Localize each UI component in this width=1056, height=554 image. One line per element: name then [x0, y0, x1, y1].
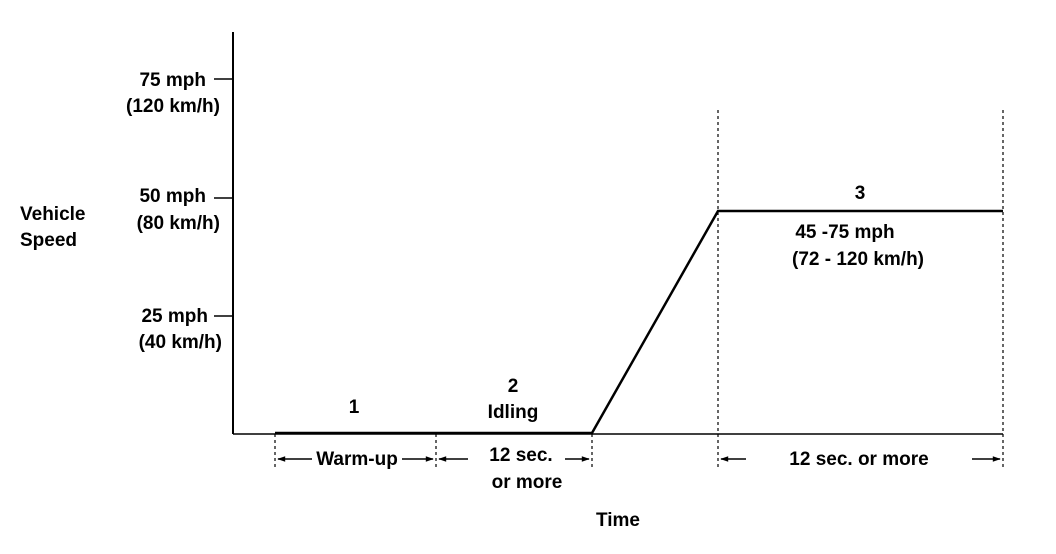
phase-3-range-mph: 45 -75 mph: [795, 222, 894, 243]
y-tick-label-75-mph: 75 mph: [139, 70, 206, 91]
x-axis-label: Time: [596, 510, 640, 531]
speed-profile-line: [275, 209, 1003, 435]
y-tick-label-75-kmh: (120 km/h): [126, 96, 220, 117]
y-tick-label-25-mph: 25 mph: [141, 306, 208, 327]
phase-1-number: 1: [349, 397, 360, 418]
phase-3-range-kmh: (72 - 120 km/h): [792, 249, 924, 270]
idle-duration-line1: 12 sec.: [489, 445, 552, 466]
phase-2-number: 2: [508, 376, 519, 397]
cruise-duration-label: 12 sec. or more: [789, 449, 928, 470]
warmup-label: Warm-up: [316, 449, 398, 470]
phase-3-number: 3: [855, 183, 866, 204]
idle-duration-line2: or more: [492, 472, 563, 493]
y-axis-label-line1: Vehicle: [20, 204, 86, 225]
y-tick-label-50-kmh: (80 km/h): [137, 213, 220, 234]
phase-2-name: Idling: [488, 402, 539, 423]
y-tick-label-50-mph: 50 mph: [139, 186, 206, 207]
y-tick-label-25-kmh: (40 km/h): [139, 332, 222, 353]
y-axis-label-line2: Speed: [20, 230, 77, 251]
